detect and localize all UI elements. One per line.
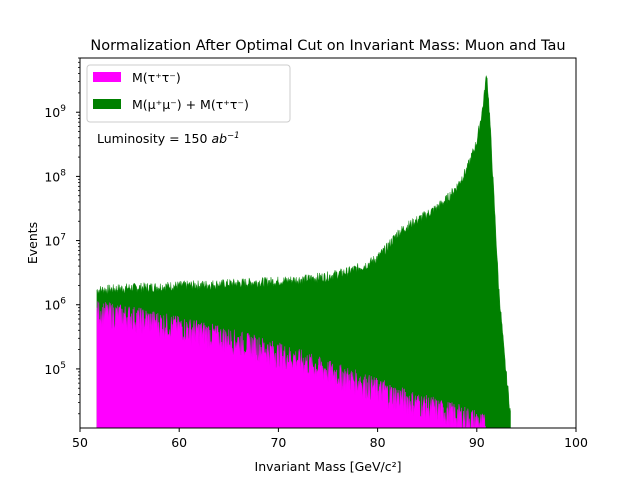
x-tick-label: 70: [270, 435, 286, 450]
legend-swatch-mu-tau: [93, 99, 121, 109]
legend-box: [86, 64, 291, 123]
x-tick-label: 100: [564, 435, 588, 450]
y-tick-label: 107: [44, 233, 66, 249]
luminosity-exp: −1: [227, 131, 240, 141]
y-tick-label: 106: [44, 297, 66, 313]
luminosity-prefix: Luminosity = 150: [97, 131, 211, 146]
x-tick-label: 60: [171, 435, 187, 450]
y-tick-label: 108: [44, 168, 66, 184]
axes-frame: [79, 57, 577, 429]
legend: M(τ⁺τ⁻) M(μ⁺μ⁻) + M(τ⁺τ⁻): [86, 64, 291, 123]
x-tick-label: 80: [370, 435, 386, 450]
x-tick-label: 90: [469, 435, 485, 450]
x-axis-label: Invariant Mass [GeV/c²]: [255, 459, 402, 474]
chart-title: Normalization After Optimal Cut on Invar…: [90, 38, 565, 54]
legend-swatch-tau: [93, 72, 121, 82]
y-tick-label: 109: [44, 104, 66, 120]
luminosity-unit: ab: [211, 131, 227, 146]
y-tick-label: 105: [44, 361, 66, 377]
x-tick-label: 50: [72, 435, 88, 450]
legend-label-tau: M(τ⁺τ⁻): [132, 70, 181, 85]
legend-label-mu-tau: M(μ⁺μ⁻) + M(τ⁺τ⁻): [132, 97, 249, 112]
luminosity-annotation: Luminosity = 150 ab−1: [97, 131, 240, 146]
y-axis-label: Events: [25, 222, 40, 264]
